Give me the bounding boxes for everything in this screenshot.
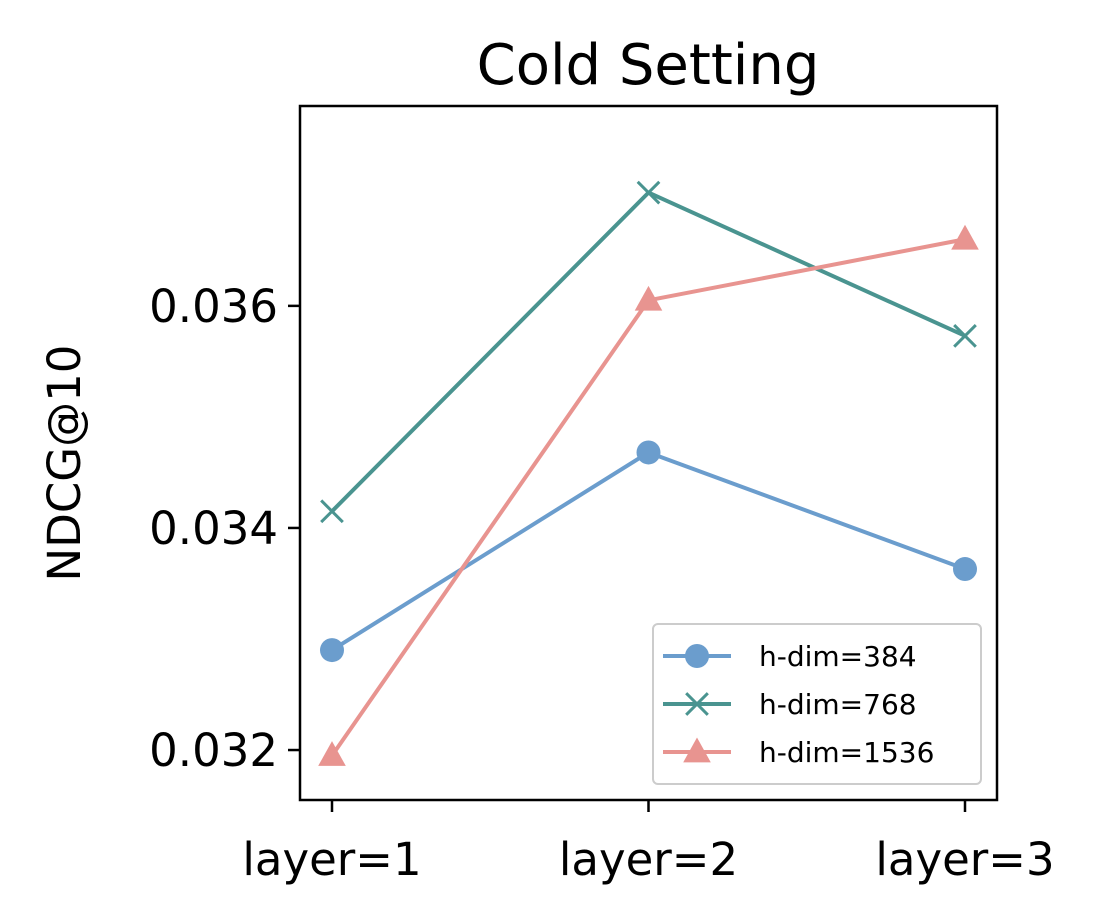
legend-marker bbox=[685, 692, 709, 716]
y-tick-label: 0.032 bbox=[149, 724, 278, 777]
x-tick-label: layer=1 bbox=[242, 833, 421, 886]
data-point bbox=[636, 440, 661, 465]
legend-label: h-dim=768 bbox=[759, 688, 917, 721]
data-point bbox=[953, 323, 977, 348]
legend-marker bbox=[685, 644, 709, 668]
legend-label: h-dim=1536 bbox=[759, 736, 934, 769]
chart-title: Cold Setting bbox=[477, 33, 820, 98]
x-tick-label: layer=2 bbox=[559, 833, 738, 886]
y-tick-label: 0.034 bbox=[149, 502, 278, 555]
legend-marker bbox=[683, 737, 711, 763]
x-tick-label: layer=3 bbox=[875, 833, 1054, 886]
data-point bbox=[951, 224, 979, 250]
data-point bbox=[634, 285, 663, 311]
legend-label: h-dim=384 bbox=[759, 640, 917, 673]
legend-box bbox=[652, 623, 982, 785]
data-point bbox=[318, 741, 346, 766]
plot-area: 0.032 0.034 0.036 layer=1 layer=2 layer=3 bbox=[149, 104, 1055, 886]
data-point bbox=[320, 638, 344, 663]
data-point bbox=[320, 499, 344, 524]
legend: h-dim=384 h-dim=768 h-dim=1536 bbox=[652, 623, 982, 785]
data-point bbox=[636, 180, 661, 205]
data-point bbox=[953, 557, 977, 582]
y-tick-label: 0.036 bbox=[149, 280, 278, 333]
y-axis-label: NDCG@10 bbox=[38, 345, 91, 582]
